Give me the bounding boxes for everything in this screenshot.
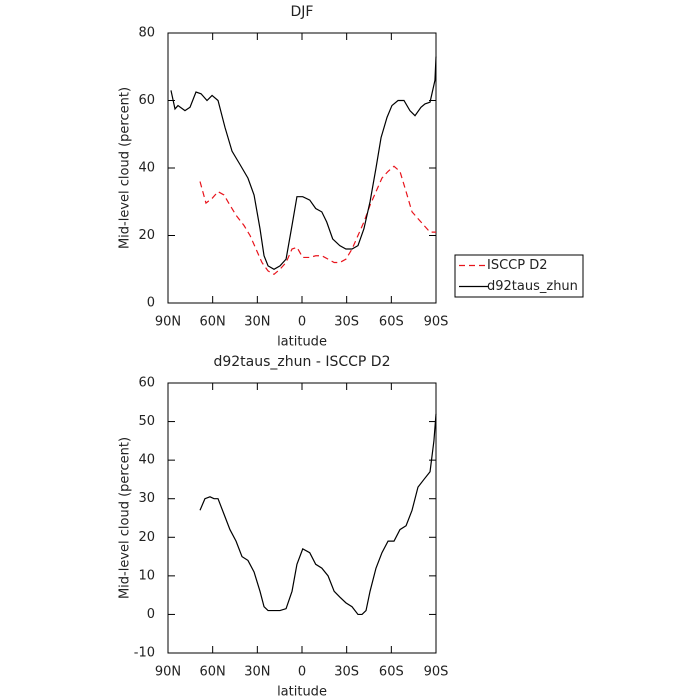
x-tick-label: 90S bbox=[424, 665, 449, 680]
chart-title: d92taus_zhun - ISCCP D2 bbox=[213, 354, 390, 370]
y-tick-label: 60 bbox=[138, 93, 155, 108]
x-tick-label: 60S bbox=[379, 665, 404, 680]
x-tick-label: 30S bbox=[334, 665, 359, 680]
y-tick-label: 10 bbox=[138, 568, 155, 583]
y-tick-label: 20 bbox=[138, 530, 155, 545]
y-tick-label: 30 bbox=[138, 491, 155, 506]
data-line bbox=[170, 56, 437, 270]
x-tick-label: 60N bbox=[200, 665, 226, 680]
y-tick-label: 50 bbox=[138, 414, 155, 429]
x-tick-label: 90N bbox=[155, 315, 181, 330]
x-tick-label: 60N bbox=[200, 315, 226, 330]
y-tick-label: 60 bbox=[138, 376, 155, 391]
x-tick-label: 30N bbox=[244, 315, 270, 330]
y-tick-label: 40 bbox=[138, 161, 155, 176]
y-tick-label: 20 bbox=[138, 228, 155, 243]
data-line bbox=[199, 165, 436, 276]
y-tick-label: 0 bbox=[147, 607, 155, 622]
legend-label: ISCCP D2 bbox=[487, 258, 548, 273]
x-tick-label: 90N bbox=[155, 665, 181, 680]
x-tick-label: 90S bbox=[424, 315, 449, 330]
chart-title: DJF bbox=[291, 4, 314, 20]
x-tick-label: 0 bbox=[298, 315, 306, 330]
x-axis-label: latitude bbox=[277, 335, 327, 350]
x-tick-label: 60S bbox=[379, 315, 404, 330]
legend-box bbox=[454, 254, 584, 298]
y-tick-label: -10 bbox=[134, 646, 155, 661]
y-tick-label: 0 bbox=[147, 296, 155, 311]
data-line bbox=[199, 413, 437, 616]
y-axis-label: Mid-level cloud (percent) bbox=[118, 87, 133, 249]
plot-frame bbox=[167, 382, 437, 654]
legend-label: d92taus_zhun bbox=[487, 279, 578, 294]
x-axis-label: latitude bbox=[277, 685, 327, 700]
x-tick-label: 30N bbox=[244, 665, 270, 680]
x-tick-label: 30S bbox=[334, 315, 359, 330]
y-tick-label: 80 bbox=[138, 26, 155, 41]
x-tick-label: 0 bbox=[298, 665, 306, 680]
y-tick-label: 40 bbox=[138, 453, 155, 468]
y-axis-label: Mid-level cloud (percent) bbox=[118, 437, 133, 599]
